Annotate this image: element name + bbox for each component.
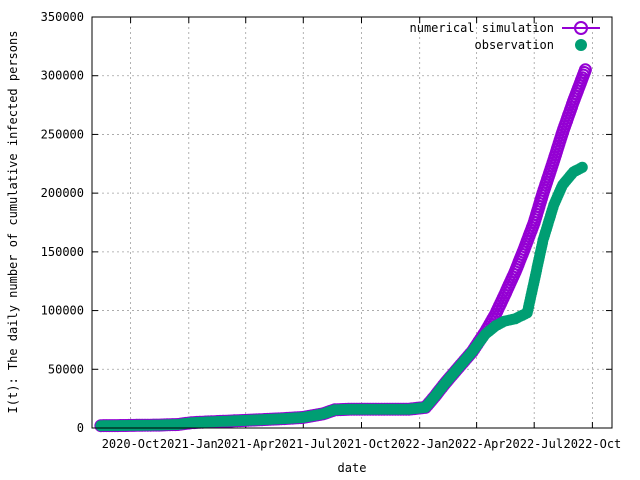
x-tick-label: 2020-Oct (102, 437, 160, 451)
y-tick-label: 200000 (41, 186, 84, 200)
y-tick-label: 150000 (41, 245, 84, 259)
y-tick-label: 100000 (41, 304, 84, 318)
legend-marker-observation (575, 39, 587, 51)
x-tick-label: 2021-Apr (217, 437, 275, 451)
y-tick-label: 50000 (48, 362, 84, 376)
y-tick-label: 0 (77, 421, 84, 435)
x-tick-label: 2022-Apr (448, 437, 506, 451)
x-tick-label: 2021-Jul (274, 437, 332, 451)
legend-label-numerical-simulation: numerical simulation (410, 21, 555, 35)
legend-marker-numerical-simulation (574, 21, 588, 35)
x-axis-label: date (338, 461, 367, 475)
legend-label-observation: observation (475, 38, 554, 52)
data-point-numerical-simulation (578, 63, 592, 77)
x-axis-ticks: 2020-Oct 2021-Jan 2021-Apr 2021-Jul 2021-Oct… (102, 17, 621, 451)
y-tick-label: 300000 (41, 69, 84, 83)
x-tick-label: 2022-Jul (505, 437, 563, 451)
legend: numerical simulation observation (410, 21, 600, 52)
y-axis-ticks: 0 50000 100000 150000 200000 250000 300000 3500… (41, 10, 612, 435)
plot-frame (91, 16, 613, 429)
x-tick-label: 2021-Jan (160, 437, 218, 451)
y-axis-label: I(t): The daily number of cumulative inf… (6, 31, 20, 414)
x-tick-label: 2022-Oct (563, 437, 621, 451)
y-tick-label: 350000 (41, 10, 84, 24)
x-tick-label: 2022-Jan (391, 437, 449, 451)
y-tick-label: 250000 (41, 127, 84, 141)
x-tick-label: 2021-Oct (333, 437, 391, 451)
grid-lines (92, 17, 612, 428)
data-point-observation (576, 161, 588, 173)
